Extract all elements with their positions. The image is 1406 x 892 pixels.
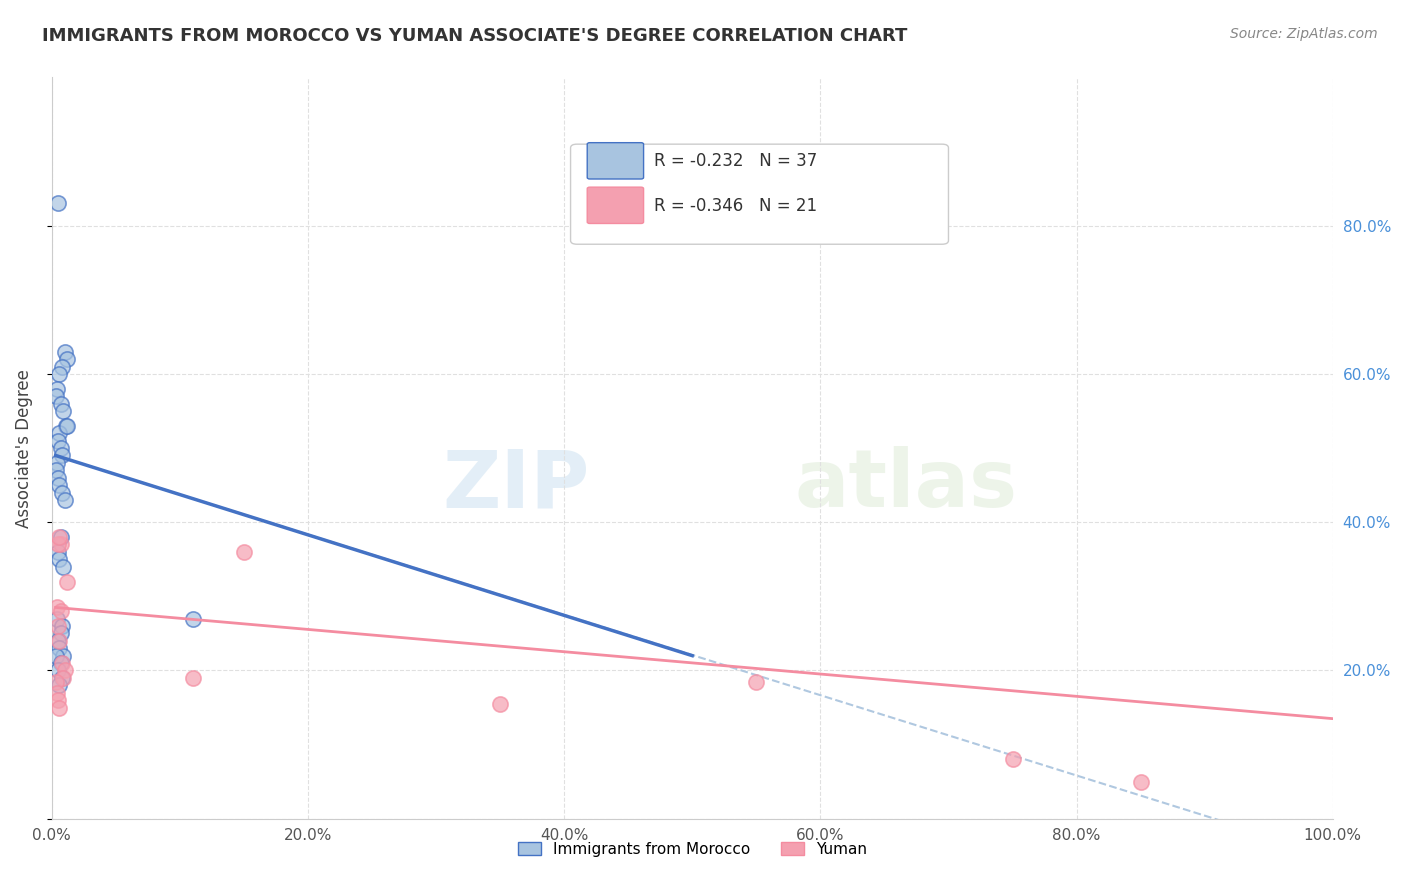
Point xyxy=(55,418,77,433)
Point xyxy=(48,678,70,692)
FancyBboxPatch shape xyxy=(571,145,949,244)
Point xyxy=(49,530,72,544)
Point xyxy=(489,697,512,711)
Point xyxy=(48,478,70,492)
Point xyxy=(48,552,70,566)
Point xyxy=(51,619,73,633)
Text: R = -0.232   N = 37: R = -0.232 N = 37 xyxy=(654,153,817,170)
Point xyxy=(56,352,79,367)
Point xyxy=(49,604,72,618)
Point xyxy=(1001,752,1024,766)
Point xyxy=(46,545,69,559)
Point xyxy=(45,648,67,663)
Point xyxy=(48,367,70,381)
Point xyxy=(745,674,768,689)
Point xyxy=(48,700,70,714)
Point xyxy=(56,418,79,433)
Point xyxy=(46,619,69,633)
Point xyxy=(53,344,76,359)
Text: ZIP: ZIP xyxy=(443,446,589,524)
Point xyxy=(181,671,204,685)
Point xyxy=(49,656,72,670)
Point xyxy=(45,674,67,689)
Point xyxy=(45,463,67,477)
Point xyxy=(52,671,75,685)
Point xyxy=(45,611,67,625)
Point xyxy=(53,664,76,678)
Text: IMMIGRANTS FROM MOROCCO VS YUMAN ASSOCIATE'S DEGREE CORRELATION CHART: IMMIGRANTS FROM MOROCCO VS YUMAN ASSOCIA… xyxy=(42,27,907,45)
FancyBboxPatch shape xyxy=(588,187,644,224)
Point xyxy=(52,404,75,418)
Point xyxy=(51,449,73,463)
Point xyxy=(45,686,67,700)
Point xyxy=(46,196,69,211)
Point xyxy=(48,641,70,656)
Point xyxy=(51,485,73,500)
Point xyxy=(56,574,79,589)
Point xyxy=(49,441,72,455)
Point xyxy=(48,633,70,648)
Point xyxy=(51,656,73,670)
Text: atlas: atlas xyxy=(794,446,1018,524)
Point xyxy=(1129,774,1152,789)
Point xyxy=(48,530,70,544)
Text: R = -0.346   N = 21: R = -0.346 N = 21 xyxy=(654,196,817,215)
Point xyxy=(46,537,69,551)
Point xyxy=(46,633,69,648)
Point xyxy=(45,600,67,615)
Y-axis label: Associate's Degree: Associate's Degree xyxy=(15,368,32,527)
Point xyxy=(46,471,69,485)
Point xyxy=(49,626,72,640)
Text: Source: ZipAtlas.com: Source: ZipAtlas.com xyxy=(1230,27,1378,41)
Point xyxy=(49,537,72,551)
Point xyxy=(51,359,73,374)
Point xyxy=(45,456,67,470)
Point xyxy=(52,648,75,663)
Point xyxy=(49,396,72,410)
Point xyxy=(51,671,73,685)
FancyBboxPatch shape xyxy=(588,143,644,179)
Point xyxy=(52,559,75,574)
Point xyxy=(45,389,67,403)
Point xyxy=(46,693,69,707)
Point xyxy=(232,545,254,559)
Point xyxy=(46,434,69,448)
Legend: Immigrants from Morocco, Yuman: Immigrants from Morocco, Yuman xyxy=(512,836,873,863)
Point xyxy=(53,493,76,508)
Point xyxy=(181,611,204,625)
Point xyxy=(48,426,70,441)
Point xyxy=(45,382,67,396)
Point xyxy=(46,664,69,678)
